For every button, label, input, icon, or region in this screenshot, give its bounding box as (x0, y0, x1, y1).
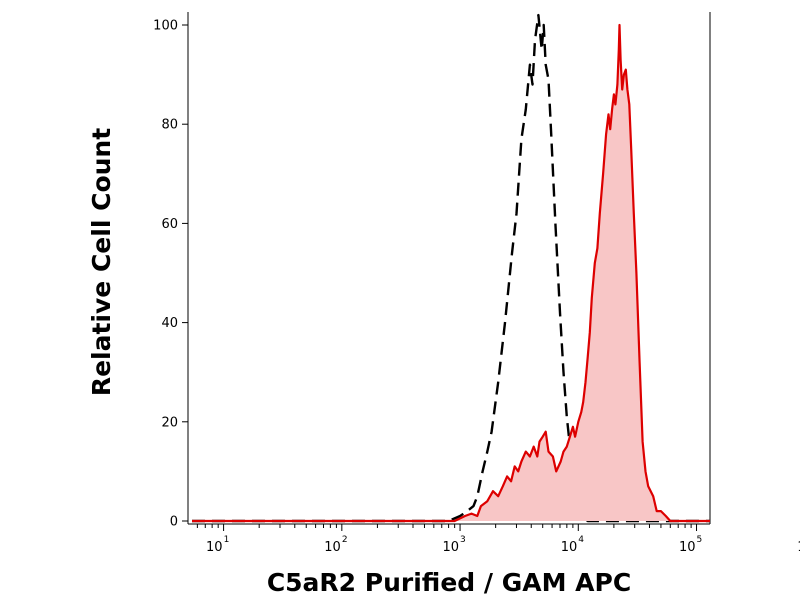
x-tick-exponent: 5 (697, 535, 703, 545)
y-tick-label: 40 (161, 316, 178, 331)
x-tick-label: 10 (561, 540, 578, 555)
y-axis-title: Relative Cell Count (87, 128, 116, 396)
x-tick-label: 10 (797, 540, 800, 555)
x-tick-label: 10 (679, 540, 696, 555)
y-tick-label: 80 (161, 118, 178, 133)
x-tick-exponent: 2 (342, 535, 348, 545)
series-layer (192, 13, 710, 523)
x-tick-label: 10 (324, 540, 341, 555)
y-tick-label: 0 (170, 515, 178, 530)
x-tick-label: 10 (443, 540, 460, 555)
series-1-line (192, 23, 710, 523)
x-tick-label: 10 (206, 540, 223, 555)
x-tick-exponent: 4 (578, 535, 584, 545)
series-1-fill (192, 25, 710, 521)
ticks-layer: 020406080100101102103104105106 (153, 19, 800, 556)
y-tick-label: 100 (153, 19, 178, 34)
y-tick-label: 20 (161, 415, 178, 430)
x-tick-exponent: 3 (460, 535, 466, 545)
x-tick-exponent: 1 (224, 535, 230, 545)
x-axis-title: C5aR2 Purified / GAM APC (267, 568, 631, 597)
y-tick-label: 60 (161, 217, 178, 232)
